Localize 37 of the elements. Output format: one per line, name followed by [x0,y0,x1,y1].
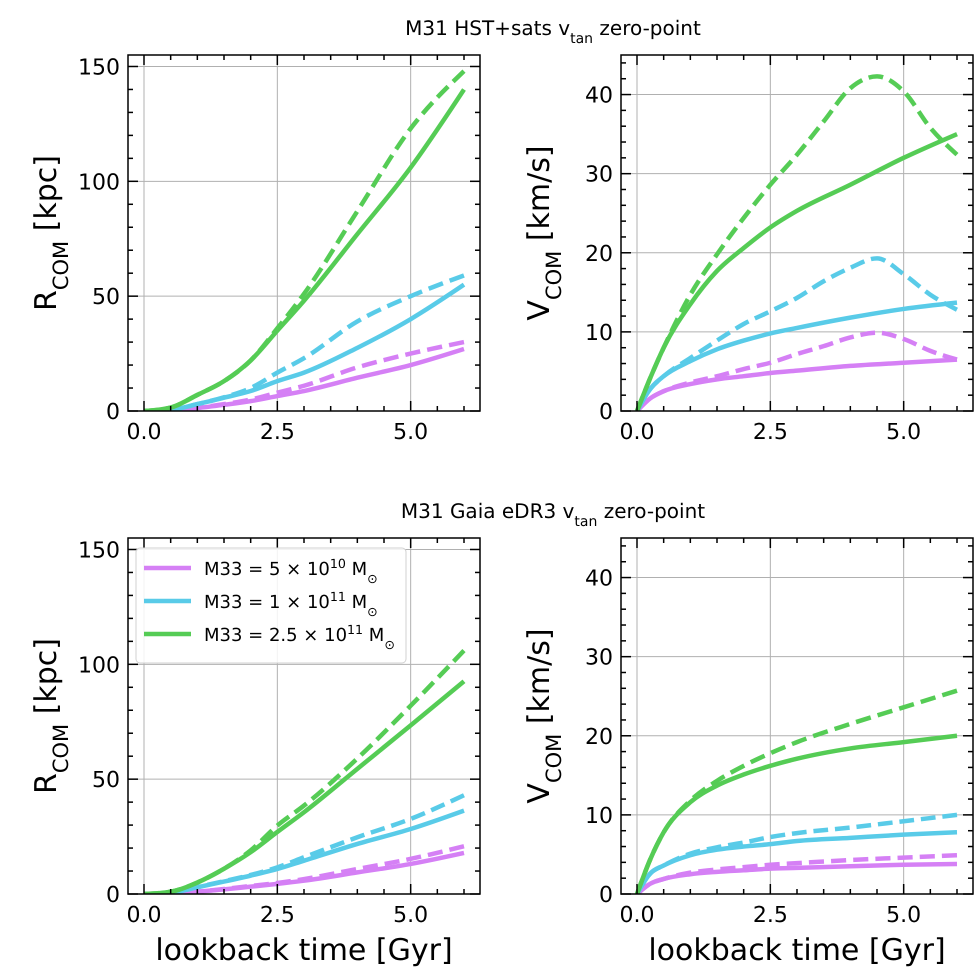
y-tick-label: 150 [78,538,120,564]
y-tick-label: 0 [599,400,613,425]
y-tick-label: 30 [585,646,613,671]
x-axis-title: lookback time [Gyr] [155,933,453,968]
y-tick-label: 100 [78,653,120,678]
y-tick-label: 50 [92,768,120,794]
y-tick-label: 20 [585,724,613,750]
legend-label: M33 = 1 × 10$^{11}$ M$_{⊙}$ [204,588,378,618]
x-tick-label: 2.5 [260,420,295,445]
x-tick-label: 2.5 [752,420,788,445]
x-tick-label: 0.0 [620,420,654,445]
text: M31 HST+sats v$_{tan}$ zero-point [405,16,701,47]
y-tick-label: 20 [585,242,613,267]
y-tick-label: 10 [585,804,613,829]
text: M31 Gaia eDR3 v$_{tan}$ zero-point [400,499,706,530]
y-tick-label: 50 [92,285,120,310]
legend-label: M33 = 2.5 × 10$^{11}$ M$_{⊙}$ [204,622,395,652]
y-tick-label: 0 [599,883,613,908]
x-tick-label: 5.0 [393,420,428,445]
x-tick-label: 5.0 [886,903,922,928]
y-tick-label: 0 [106,400,120,425]
x-tick-label: 2.5 [752,903,788,928]
legend-label: M33 = 5 × 10$^{10}$ M$_{⊙}$ [204,556,378,586]
x-axis-title: lookback time [Gyr] [648,933,946,968]
x-tick-label: 5.0 [886,420,922,445]
x-tick-label: 0.0 [126,420,162,445]
y-tick-label: 10 [585,320,613,346]
y-tick-label: 100 [78,170,120,196]
x-tick-label: 0.0 [620,903,654,928]
x-tick-label: 2.5 [260,903,295,928]
y-tick-label: 150 [78,55,120,80]
y-tick-label: 0 [106,883,120,908]
y-tick-label: 40 [585,84,613,109]
y-tick-label: 40 [585,566,613,592]
y-tick-label: 30 [585,162,613,188]
x-tick-label: 5.0 [393,903,428,928]
x-tick-label: 0.0 [126,903,162,928]
